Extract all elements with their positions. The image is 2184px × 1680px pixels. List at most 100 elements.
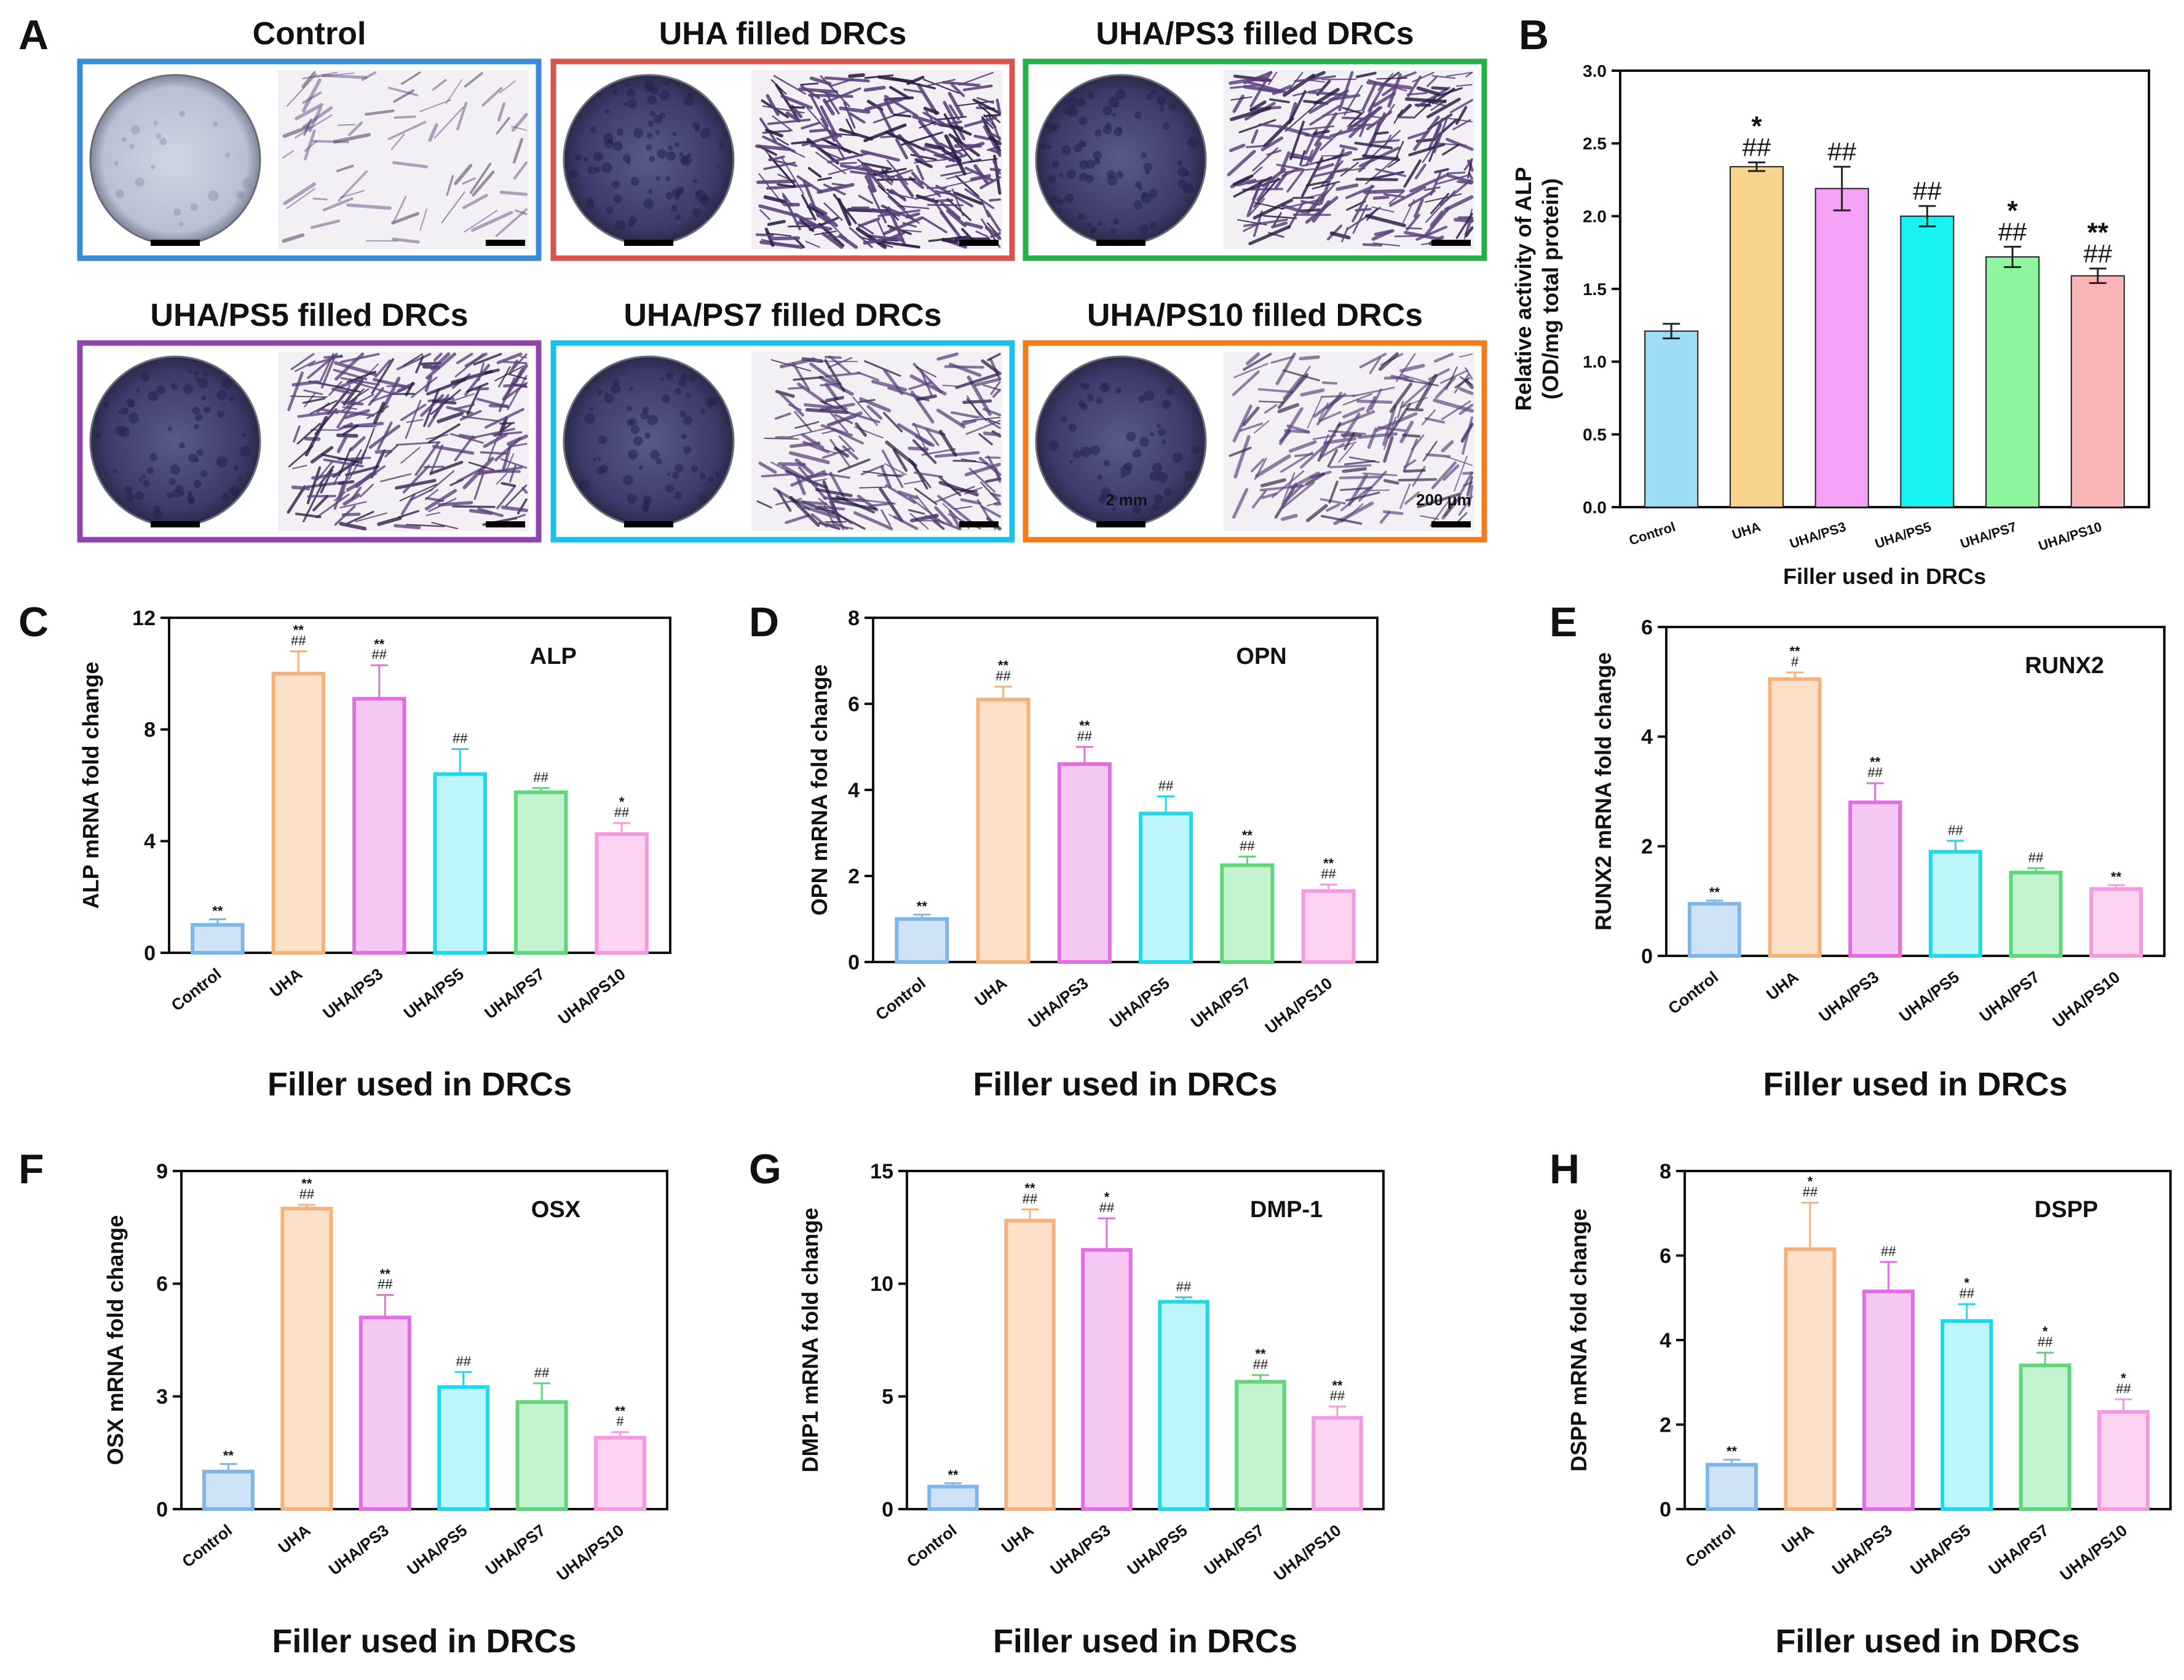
dish-stain-spot (195, 413, 203, 422)
x-axis-label: Filler used in DRCs (1775, 1623, 2079, 1660)
cell-fiber (761, 239, 799, 248)
cell-fiber (794, 411, 813, 432)
cell-fiber (1371, 206, 1395, 213)
bar (271, 671, 326, 955)
dish-stain-spot (690, 465, 698, 473)
dish-stain-spot (117, 410, 122, 414)
cell-fiber (410, 488, 433, 501)
dish-stain-spot (1133, 200, 1143, 210)
cell-fiber (992, 160, 1002, 175)
dish-stain-spot (584, 157, 589, 162)
bar (1985, 256, 2040, 508)
bar (2097, 1410, 2150, 1511)
cell-fiber (810, 513, 828, 528)
cell-fiber (456, 101, 468, 131)
dish-stain-spot (192, 406, 200, 415)
significance-label: * (1808, 1174, 1813, 1189)
cell-fiber (1288, 90, 1307, 124)
cell-fiber (405, 382, 414, 396)
panel-letter-a: A (18, 12, 49, 58)
plot-frame (180, 1170, 668, 1510)
dish-stain-spot (1184, 171, 1190, 176)
dish-stain-spot (228, 395, 235, 402)
cell-fiber (419, 99, 452, 112)
cell-fiber (282, 125, 311, 138)
cell-fiber (472, 170, 495, 197)
cell-fiber (1365, 214, 1406, 227)
cell-fiber (1401, 396, 1428, 408)
cell-fiber (339, 189, 365, 199)
dish-stain-spot (156, 385, 166, 395)
cell-fiber (912, 439, 937, 464)
cell-fiber (323, 458, 364, 468)
cell-fiber (1233, 435, 1251, 479)
cell-fiber (1467, 484, 1474, 508)
cell-fiber (860, 464, 885, 476)
dish-stain-spot (671, 205, 678, 212)
cell-fiber (793, 213, 820, 229)
cell-fiber (348, 378, 364, 382)
dish-stain-spot (1090, 445, 1101, 455)
cell-fiber (1433, 118, 1458, 141)
panel-letter-b: B (1519, 12, 1549, 58)
cell-fiber (796, 175, 823, 194)
cell-fiber (1425, 453, 1451, 458)
cell-fiber (462, 177, 477, 185)
dish-stain-spot (629, 417, 637, 426)
cell-fiber (497, 102, 506, 122)
tile-title: UHA/PS3 filled DRCs (1096, 16, 1414, 52)
cell-fiber (469, 162, 492, 194)
dish-stain-spot (193, 479, 202, 489)
bar (895, 917, 949, 964)
dish-stain-spot (671, 471, 679, 479)
cell-fiber (825, 372, 861, 378)
cell-fiber (805, 240, 820, 248)
cell-fiber (1413, 116, 1440, 151)
dish-stain-spot (1098, 494, 1107, 503)
cell-fiber (454, 403, 475, 411)
cell-fiber (1252, 147, 1278, 172)
dish-stain-spot (625, 83, 630, 87)
cell-fiber (1232, 174, 1254, 186)
tile-title: UHA/PS10 filled DRCs (1087, 298, 1423, 333)
bar (2019, 1363, 2071, 1511)
dish-stain-spot (179, 442, 186, 449)
cell-fiber (303, 118, 312, 136)
x-tick-label: Control (1627, 519, 1677, 548)
cell-fiber (287, 73, 317, 107)
cell-fiber (473, 472, 485, 500)
cell-fiber (1354, 141, 1393, 149)
dish-stain-spot (1157, 471, 1168, 483)
dish-stain-spot (1102, 125, 1112, 135)
bar (927, 1485, 979, 1511)
cell-fiber (923, 106, 940, 115)
cell-fiber (287, 371, 304, 411)
cell-fiber (932, 198, 957, 232)
cell-fiber (877, 185, 906, 210)
significance-label: * (1104, 1189, 1110, 1205)
cell-fiber (282, 233, 305, 243)
cell-fiber (393, 195, 407, 223)
dish-stain-spot (646, 132, 653, 139)
significance-label: ## (453, 730, 468, 746)
cell-fiber (496, 473, 508, 485)
cell-fiber (508, 359, 519, 376)
dish-stain-spot (135, 491, 144, 500)
cell-fiber (1289, 471, 1321, 489)
dish-stain-spot (1066, 169, 1076, 179)
cell-fiber (833, 193, 857, 224)
cell-fiber (928, 235, 968, 242)
dish-stain-spot (1050, 194, 1059, 204)
cell-fiber (919, 121, 936, 129)
dish-stain-spot (1102, 106, 1112, 116)
cell-fiber (1263, 215, 1297, 219)
dish-stain-spot (201, 395, 206, 400)
dish-stain-spot (159, 138, 167, 146)
cell-fiber (428, 123, 438, 142)
dish-stain-spot (588, 407, 593, 412)
cell-fiber (511, 125, 528, 131)
cell-fiber (817, 176, 833, 181)
dish-stain-spot (140, 371, 150, 382)
y-axis-label: Relative activity of ALP (1511, 167, 1536, 411)
dish-stain-spot (616, 128, 624, 136)
